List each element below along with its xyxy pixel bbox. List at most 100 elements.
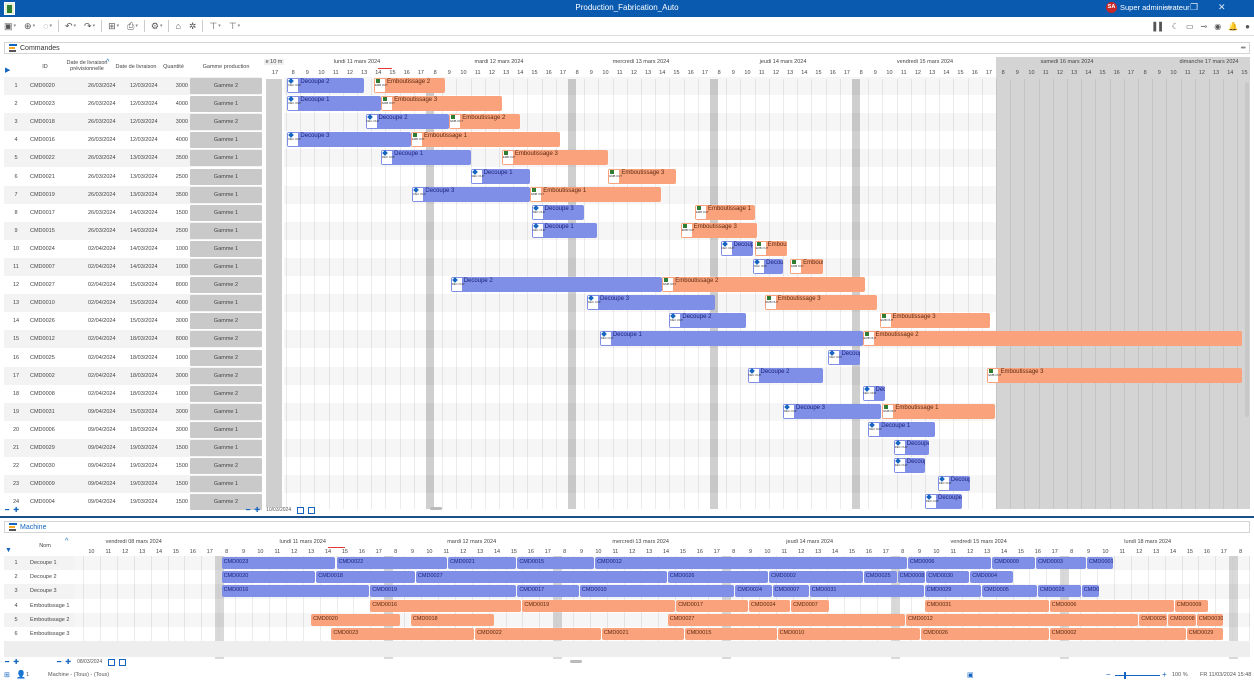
table-row[interactable]: 7 CMD0019 26/03/2024 13/03/2024 3500 Gamme 1	[4, 185, 262, 204]
task-bar[interactable]: CMD0003	[1036, 557, 1086, 569]
machine-horizontal-scrollbar[interactable]	[570, 660, 582, 663]
production-range[interactable]: Gamme 2	[190, 385, 262, 402]
table-row[interactable]: 22 CMD0030 09/04/2024 19/03/2024 1500 Gamme 2	[4, 457, 262, 475]
production-range[interactable]: Gamme 2	[190, 114, 262, 131]
bell-icon[interactable]: 🔔	[1228, 22, 1239, 31]
production-range[interactable]: Gamme 1	[190, 150, 262, 167]
table-row[interactable]: 6 Emboutissage 3	[4, 627, 74, 641]
task-bar[interactable]: CMD0017	[517, 585, 579, 598]
task-bar[interactable]: EMB OUT Emboutissage 2	[862, 331, 1242, 347]
gantt-date[interactable]: 10/03/2024	[264, 507, 294, 513]
add-button[interactable]: ⊕ ▾	[20, 17, 39, 36]
table-row[interactable]: 2 Decoupe 2	[4, 570, 74, 584]
language-flag-icon[interactable]: ▌▌	[1153, 22, 1165, 31]
maximize-button[interactable]: ❐	[1190, 2, 1199, 12]
machine-panel-header[interactable]: Machine	[4, 521, 1250, 533]
task-bar[interactable]: CMD0016	[221, 585, 370, 598]
production-range[interactable]: Gamme 2	[190, 458, 262, 475]
zoom-slider[interactable]	[1115, 675, 1160, 676]
production-range[interactable]: Gamme 1	[190, 476, 262, 493]
zoom-slider-thumb[interactable]	[1124, 672, 1126, 679]
table-row[interactable]: 2 CMD0023 26/03/2024 12/03/2024 4000 Gamme 1	[4, 95, 262, 113]
production-range[interactable]: Gamme 2	[190, 277, 262, 294]
hierarchy-alt-button[interactable]: ⊤ ▾	[225, 17, 244, 36]
settings-button[interactable]: ⚙ ▾	[147, 17, 167, 36]
zoom-in-button[interactable]: ✚	[13, 507, 20, 514]
calendar-next-icon[interactable]	[119, 658, 127, 666]
table-row[interactable]: 4 Emboutissage 1	[4, 599, 74, 613]
gantt-zoom-out-button[interactable]: ━	[246, 507, 251, 514]
task-bar[interactable]: CMD0001	[1086, 557, 1113, 569]
production-range[interactable]: Gamme 2	[190, 349, 262, 366]
task-bar[interactable]: CMD0031	[809, 585, 924, 598]
task-bar[interactable]: CMD0002	[769, 571, 863, 584]
production-range[interactable]: Gamme 1	[190, 222, 262, 239]
column-header[interactable]: Date de livraison	[115, 64, 157, 70]
table-row[interactable]: 11 CMD0007 02/04/2024 14/03/2024 1000 Gamme 1	[4, 258, 262, 276]
task-bar[interactable]: CMD0026	[921, 628, 1049, 640]
task-bar[interactable]: CMD0020	[311, 613, 400, 626]
table-row[interactable]: 15 CMD0012 02/04/2024 18/03/2024 8000 Gamme 2	[4, 330, 262, 349]
column-header[interactable]: Nom	[39, 543, 51, 549]
task-bar[interactable]: CMD0015	[517, 557, 595, 569]
task-bar[interactable]: CMD0023	[221, 557, 336, 569]
redo-button[interactable]: ↷ ▾	[80, 17, 99, 36]
zoom-out-button[interactable]: −	[1106, 670, 1111, 679]
table-row[interactable]: 21 CMD0029 09/04/2024 19/03/2024 1500 Gamme 1	[4, 439, 262, 457]
commandes-horizontal-scrollbar[interactable]	[430, 507, 442, 510]
task-bar[interactable]: CMD0024	[735, 585, 772, 598]
task-bar[interactable]: CMD0008	[897, 571, 926, 584]
task-bar[interactable]: CMD0006	[907, 557, 992, 569]
pin-icon[interactable]: ⊸	[1200, 22, 1208, 31]
production-range[interactable]: Gamme 1	[190, 168, 262, 185]
task-bar[interactable]: CMD0009	[1174, 599, 1208, 612]
task-bar[interactable]: CMD0024	[748, 599, 791, 612]
task-bar[interactable]: CMD0006	[1049, 599, 1174, 612]
production-range[interactable]: Gamme 1	[190, 240, 262, 257]
production-range[interactable]: Gamme 2	[190, 331, 262, 348]
task-bar[interactable]: EMB OUT Emboutissage 3	[501, 150, 609, 166]
task-bar[interactable]: EMB OUT Emboutissage 3	[680, 222, 758, 238]
table-row[interactable]: 1 CMD0020 26/03/2024 12/03/2024 3000 Gamme 2	[4, 77, 262, 95]
task-bar[interactable]: CMD0030	[926, 571, 970, 584]
task-bar[interactable]: CMD0025	[1139, 613, 1167, 626]
task-bar[interactable]: CMD0027	[415, 571, 667, 584]
task-bar[interactable]: CMD0018	[410, 613, 495, 626]
production-range[interactable]: Gamme 1	[190, 186, 262, 203]
table-row[interactable]: 3 Decoupe 3	[4, 584, 74, 599]
column-header[interactable]: ID	[42, 64, 48, 70]
table-row[interactable]: 19 CMD0031 09/04/2024 15/03/2024 3000 Gamme 1	[4, 402, 262, 421]
production-range[interactable]: Gamme 1	[190, 96, 262, 113]
task-bar[interactable]: EMB OUT Emboutissage 3	[608, 168, 677, 184]
view-button[interactable]: ▣ ▾	[0, 17, 20, 36]
production-range[interactable]: Gamme 2	[190, 313, 262, 330]
minimize-button[interactable]: —	[1163, 2, 1172, 12]
task-bar[interactable]: CMD0020	[221, 571, 316, 584]
task-bar[interactable]: CMD0007	[772, 585, 809, 598]
task-bar[interactable]: EMB OUT Emboutissage 3	[764, 295, 877, 311]
sort-asc-icon[interactable]: ^	[65, 538, 69, 545]
task-bar[interactable]: EMB OUT Emboutissage 3	[987, 367, 1242, 383]
table-row[interactable]: 5 CMD0022 26/03/2024 13/03/2024 3500 Gamme 1	[4, 149, 262, 168]
task-bar[interactable]: CMD0019	[370, 585, 517, 598]
zoom-in-button[interactable]: +	[1162, 670, 1167, 679]
task-bar[interactable]: CMD0012	[906, 613, 1139, 626]
export-button[interactable]: ⊞ ▾	[104, 17, 123, 36]
bank-button[interactable]: ⌂	[171, 17, 184, 36]
production-range[interactable]: Gamme 1	[190, 403, 262, 420]
task-bar[interactable]: CMD0021	[448, 557, 517, 569]
dark-mode-icon[interactable]: ☾	[1171, 22, 1179, 31]
gantt-zoom-in-button[interactable]: ✚	[65, 659, 72, 666]
select-all-icon[interactable]: ▶	[5, 67, 11, 74]
